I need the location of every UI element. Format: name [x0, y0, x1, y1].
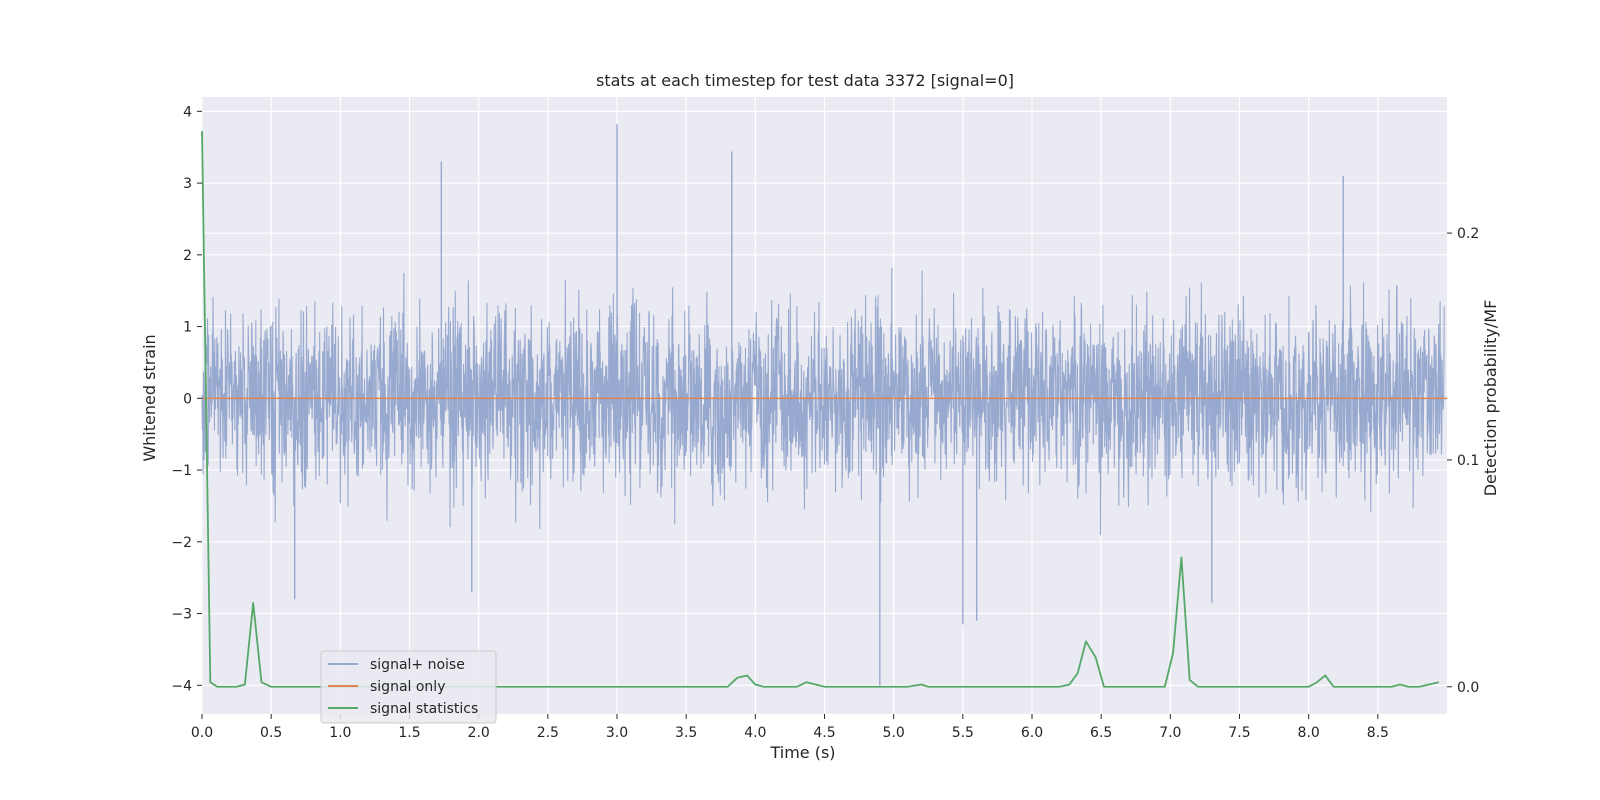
x-tick-label: 2.5: [537, 725, 559, 741]
series-signal-noise: [201, 124, 1445, 686]
legend-frame: [320, 650, 497, 724]
y-right-tick-label: 0.0: [1457, 680, 1479, 696]
chart-title: stats at each timestep for test data 337…: [596, 71, 1014, 90]
x-tick-label: 7.0: [1159, 725, 1181, 741]
x-axis-ticks: 0.0 0.5 1.0 1.5 2.0 2.5 3.0 3.5 4.0 4.5 5.0 5.5 6.0 6…: [191, 714, 1389, 741]
x-tick-label: 8.5: [1367, 725, 1389, 741]
legend-label-signal-only: signal only: [370, 679, 445, 695]
y-tick-label: −2: [171, 535, 192, 551]
x-tick-label: 4.5: [813, 725, 835, 741]
noise-line: [201, 267, 1445, 536]
x-tick-label: 2.0: [468, 725, 490, 741]
x-tick-label: 4.0: [744, 725, 766, 741]
y-tick-label: 4: [183, 104, 192, 120]
x-tick-label: 6.0: [1021, 725, 1043, 741]
y-tick-label: −3: [171, 607, 192, 623]
legend[interactable]: signal+ noise signal only signal statist…: [320, 650, 497, 724]
y-tick-label: 2: [183, 248, 192, 264]
x-axis-label: Time (s): [769, 743, 835, 762]
x-tick-label: 0.0: [191, 725, 213, 741]
x-tick-label: 8.0: [1298, 725, 1320, 741]
y-tick-label: 0: [183, 391, 192, 407]
y-axis-label-right: Detection probability/MF: [1481, 300, 1500, 497]
x-tick-label: 1.5: [398, 725, 420, 741]
y-tick-label: −4: [171, 678, 192, 694]
x-tick-label: 7.5: [1228, 725, 1250, 741]
x-tick-label: 3.5: [675, 725, 697, 741]
x-tick-label: 0.5: [260, 725, 282, 741]
y-tick-label: 3: [183, 176, 192, 192]
x-tick-label: 3.0: [606, 725, 628, 741]
y-axis-right-ticks: 0.0 0.1 0.2: [1447, 226, 1479, 696]
y-tick-label: 1: [183, 320, 192, 336]
y-tick-label: −1: [171, 463, 192, 479]
series-signal-statistics: [201, 131, 1439, 688]
signal-statistics-line: [201, 131, 1439, 688]
legend-label-signal-statistics: signal statistics: [370, 701, 478, 717]
plot-area: [201, 97, 1447, 714]
y-right-tick-label: 0.2: [1457, 226, 1479, 242]
y-right-tick-label: 0.1: [1457, 453, 1479, 469]
x-tick-label: 6.5: [1090, 725, 1112, 741]
x-tick-label: 5.0: [883, 725, 905, 741]
y-axis-label-left: Whitened strain: [140, 334, 159, 461]
y-axis-left-ticks: −4 −3 −2 −1 0 1 2 3 4: [171, 104, 202, 694]
legend-label-signal-noise: signal+ noise: [370, 657, 465, 673]
x-tick-label: 5.5: [952, 725, 974, 741]
x-tick-label: 1.0: [329, 725, 351, 741]
